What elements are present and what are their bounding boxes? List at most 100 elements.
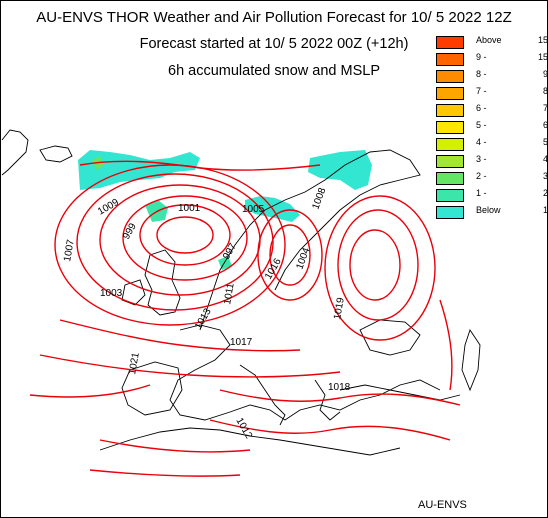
legend-range: 3 — [542, 171, 548, 181]
coastline-italy — [239, 364, 286, 426]
isobar-label: 1018 — [328, 382, 351, 393]
snow-area-white-sea — [308, 150, 372, 190]
coastline-caspian — [461, 328, 481, 392]
isobar-ring — [349, 229, 401, 301]
legend-label: 4 - — [476, 137, 487, 147]
legend-item: 4 - 5 — [436, 137, 548, 151]
isobar-layer — [29, 160, 461, 477]
isobar-label: 1019 — [332, 296, 347, 320]
legend-label: 9 - — [476, 52, 487, 62]
legend-label: Above — [476, 35, 502, 45]
coastline-uk — [144, 249, 181, 316]
credit-footer: AU-ENVS — [418, 499, 467, 511]
isobar-ring — [139, 204, 231, 266]
isobar-ring — [54, 164, 286, 326]
isobar-ring — [324, 195, 436, 341]
legend-label: 2 - — [476, 171, 487, 181]
legend-label: 7 - — [476, 86, 487, 96]
isobar-label: 1003 — [100, 288, 123, 299]
isobar-ring — [269, 224, 311, 286]
isobar-label: 997 — [221, 241, 239, 261]
isobar-label: 1012 — [233, 416, 254, 441]
isobar-ring — [156, 216, 214, 254]
legend-swatch — [436, 70, 464, 83]
isobar-label: 1001 — [178, 203, 201, 214]
isobar-line — [439, 299, 453, 391]
legend-range: 7 — [542, 103, 548, 113]
legend-label: 8 - — [476, 69, 487, 79]
forecast-start-subtitle: Forecast started at 10/ 5 2022 00Z (+12h… — [139, 36, 409, 52]
isobar-line — [99, 439, 251, 453]
legend-range: 8 — [542, 86, 548, 96]
legend-item: Below 1 — [436, 205, 548, 219]
coastline-iceland — [39, 145, 73, 163]
legend-item: 1 - 2 — [436, 188, 548, 202]
legend-item: 9 - 15 — [436, 52, 548, 66]
legend-range: 1 — [542, 205, 548, 215]
isobar-label: 1008 — [310, 186, 328, 211]
isobar-label: 1017 — [230, 337, 253, 348]
coastline-north-africa — [99, 427, 401, 456]
product-subtitle: 6h accumulated snow and MSLP — [168, 63, 380, 79]
isobar-label: 1005 — [242, 204, 265, 215]
legend-label: 1 - — [476, 188, 487, 198]
coastline-layer — [1, 129, 481, 456]
legend-swatch — [436, 121, 464, 134]
isobar-ring — [337, 209, 419, 321]
legend-swatch — [436, 36, 464, 49]
legend-swatch — [436, 172, 464, 185]
legend-swatch — [436, 53, 464, 66]
legend-range: 15 — [537, 35, 548, 45]
legend-item: Above 15 — [436, 35, 548, 49]
legend-item: 8 - 9 — [436, 69, 548, 83]
legend-swatch — [436, 155, 464, 168]
isobar-ring — [122, 195, 248, 281]
coastline-ireland — [121, 279, 146, 306]
legend-range: 6 — [542, 120, 548, 130]
legend-item: 6 - 7 — [436, 103, 548, 117]
isobar-label: 1011 — [222, 282, 237, 306]
coastline-greenland — [1, 129, 29, 176]
isobar-line — [89, 469, 241, 477]
snow-area-small — [218, 256, 232, 270]
legend-swatch — [436, 189, 464, 202]
coastline-greece — [314, 379, 341, 421]
isobar-line — [59, 319, 301, 352]
isobar-ring — [257, 209, 323, 301]
legend-label: 3 - — [476, 154, 487, 164]
legend-range: 5 — [542, 137, 548, 147]
coastline-black-sea — [359, 319, 421, 356]
legend-swatch — [436, 206, 464, 219]
coastline-turkey — [339, 384, 461, 401]
legend-label: 5 - — [476, 120, 487, 130]
isobar-label: 999 — [121, 221, 139, 241]
coastline-europe-west — [169, 324, 441, 421]
isobar-line — [29, 384, 151, 398]
legend-range: 4 — [542, 154, 548, 164]
isobar-line — [219, 389, 461, 406]
legend-range: 2 — [542, 188, 548, 198]
coastline-iberia — [121, 361, 183, 416]
isobar-ring — [76, 173, 274, 311]
isobar-line — [39, 354, 341, 378]
legend-label: Below — [476, 205, 501, 215]
legend-swatch — [436, 138, 464, 151]
snow-area-norway-sea — [78, 150, 200, 190]
legend-range: 15 — [537, 52, 548, 62]
page-title: AU-ENVS THOR Weather and Air Pollution F… — [36, 9, 512, 26]
legend-item: 2 - 3 — [436, 171, 548, 185]
legend-item: 5 - 6 — [436, 120, 548, 134]
legend-range: 9 — [542, 69, 548, 79]
isobar-line — [209, 419, 451, 441]
coastline-scandinavia — [199, 149, 421, 331]
isobar-label: 1007 — [62, 238, 77, 262]
legend-swatch — [436, 104, 464, 117]
isobar-label: 1021 — [127, 351, 142, 375]
legend-label: 6 - — [476, 103, 487, 113]
legend-item: 7 - 8 — [436, 86, 548, 100]
isobar-ring — [99, 184, 261, 296]
legend-item: 3 - 4 — [436, 154, 548, 168]
legend-swatch — [436, 87, 464, 100]
isobar-line — [79, 160, 321, 171]
